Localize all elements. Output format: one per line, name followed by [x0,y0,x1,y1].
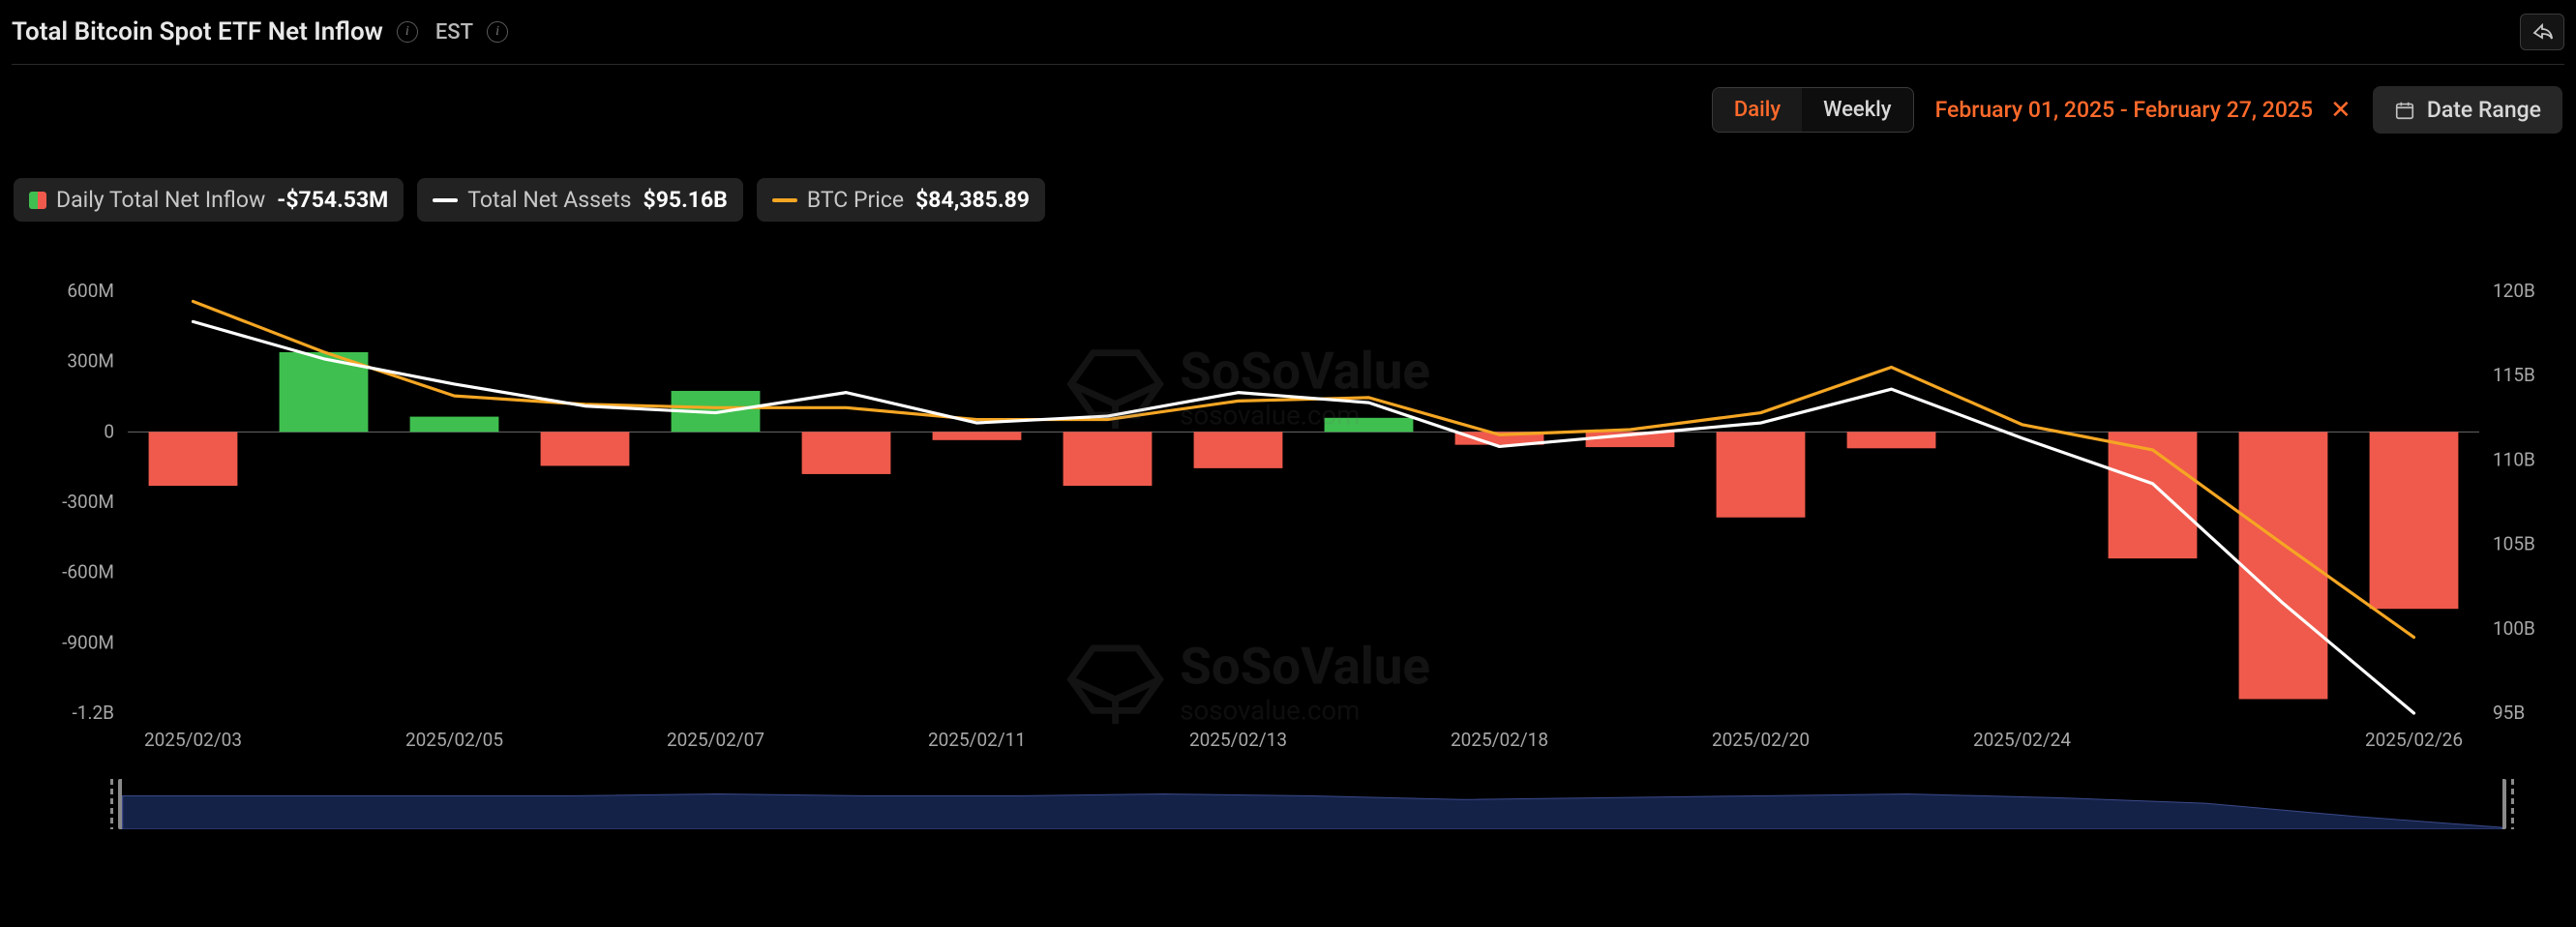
legend-assets[interactable]: Total Net Assets $95.16B [417,178,743,222]
legend-price[interactable]: BTC Price $84,385.89 [757,178,1045,222]
svg-text:SoSoValue: SoSoValue [1180,342,1430,402]
svg-text:110B: 110B [2493,448,2535,470]
svg-text:2025/02/13: 2025/02/13 [1189,729,1287,751]
range-scrubber[interactable] [118,779,2506,829]
svg-text:0: 0 [104,420,114,442]
legend-assets-label: Total Net Assets [467,187,631,213]
etf-inflow-chart[interactable]: -1.2B -900M -600M -300M 0 300M 600M 95B 100B 105B… [21,282,2557,765]
svg-text:-1.2B: -1.2B [73,702,114,724]
controls-row: Daily Weekly February 01, 2025 - Februar… [12,65,2564,134]
scrubber-sparkline [122,779,2502,829]
header: Total Bitcoin Spot ETF Net Inflow i EST … [12,10,2564,65]
svg-text:SoSoValue: SoSoValue [1180,637,1430,697]
period-toggle: Daily Weekly [1712,87,1914,133]
legend-inflow-label: Daily Total Net Inflow [56,187,265,213]
toggle-daily[interactable]: Daily [1713,88,1802,132]
svg-text:-900M: -900M [62,631,114,653]
line-swatch-icon [433,198,458,202]
share-button[interactable] [2520,14,2564,50]
legend-price-label: BTC Price [807,187,904,213]
svg-text:115B: 115B [2493,364,2535,386]
date-range-button[interactable]: Date Range [2373,86,2562,134]
info-icon[interactable]: i [487,21,508,43]
date-range-label[interactable]: February 01, 2025 - February 27, 2025 ✕ [1935,96,2351,125]
svg-text:2025/02/24: 2025/02/24 [1973,729,2071,751]
svg-text:100B: 100B [2493,617,2535,640]
legend-assets-value: $95.16B [644,187,728,213]
svg-text:2025/02/11: 2025/02/11 [928,729,1026,751]
date-range-text: February 01, 2025 - February 27, 2025 [1935,97,2313,123]
svg-text:105B: 105B [2493,533,2535,555]
info-icon[interactable]: i [397,21,418,43]
svg-text:2025/02/20: 2025/02/20 [1712,729,1810,751]
svg-text:300M: 300M [67,350,114,373]
svg-text:2025/02/03: 2025/02/03 [144,729,242,751]
svg-text:2025/02/07: 2025/02/07 [667,729,764,751]
legend-row: Daily Total Net Inflow -$754.53M Total N… [12,134,2564,222]
title-wrap: Total Bitcoin Spot ETF Net Inflow i EST … [12,17,508,46]
date-range-btn-label: Date Range [2427,97,2541,123]
svg-text:120B: 120B [2493,282,2535,302]
legend-inflow[interactable]: Daily Total Net Inflow -$754.53M [14,178,404,222]
toggle-weekly[interactable]: Weekly [1802,88,1912,132]
calendar-icon [2394,100,2415,121]
svg-text:-600M: -600M [62,561,114,583]
page-title: Total Bitcoin Spot ETF Net Inflow [12,17,383,46]
svg-text:95B: 95B [2493,702,2525,724]
svg-text:sosovalue.com: sosovalue.com [1180,695,1360,727]
chart-container: -1.2B -900M -600M -300M 0 300M 600M 95B 100B 105B… [12,222,2564,769]
svg-text:2025/02/18: 2025/02/18 [1451,729,1548,751]
svg-text:sosovalue.com: sosovalue.com [1180,399,1360,431]
clear-range-icon[interactable]: ✕ [2330,96,2351,125]
svg-text:2025/02/05: 2025/02/05 [405,729,503,751]
legend-price-value: $84,385.89 [915,187,1030,213]
legend-inflow-value: -$754.53M [277,187,388,213]
timezone-label: EST [435,20,473,45]
share-icon [2531,20,2554,44]
svg-text:-300M: -300M [62,491,114,513]
svg-text:600M: 600M [67,282,114,302]
bar-swatch-icon [29,192,46,209]
svg-text:2025/02/26: 2025/02/26 [2365,729,2463,751]
line-swatch-icon [772,198,797,202]
